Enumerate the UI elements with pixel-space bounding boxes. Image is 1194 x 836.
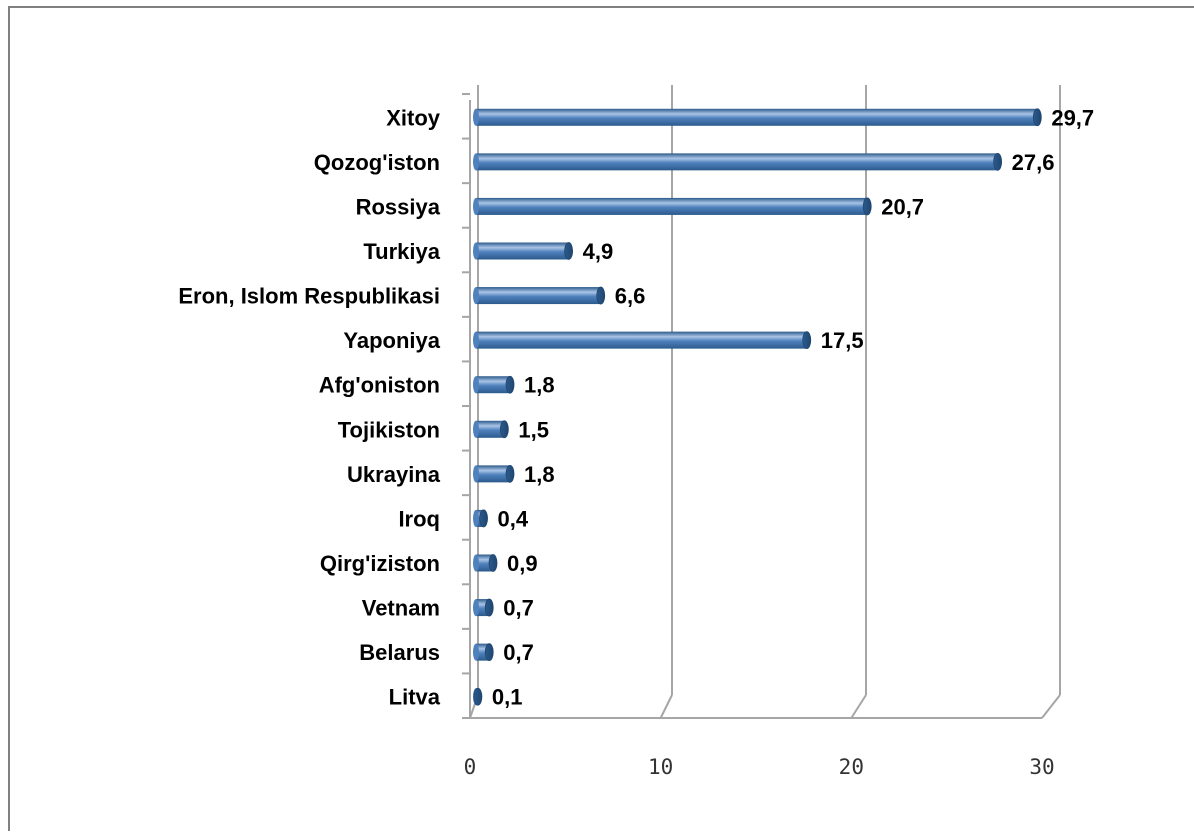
data-label: 20,7 [881, 194, 924, 219]
bar-start-cap [473, 643, 479, 661]
bar-start-cap [473, 153, 479, 171]
y-tick-label: Yaponiya [343, 328, 440, 353]
chart-border [8, 6, 1194, 836]
data-label: 1,8 [524, 462, 555, 487]
bar-end-cap [473, 687, 483, 706]
data-label: 1,5 [518, 417, 549, 442]
bar-end-cap [505, 464, 515, 483]
y-tick-label: Rossiya [356, 194, 441, 219]
bar-start-cap [473, 197, 479, 215]
bar-end-cap [1032, 108, 1042, 127]
x-tick-label: 20 [839, 755, 864, 779]
bar [476, 331, 807, 349]
data-label: 0,7 [503, 596, 534, 621]
bar-start-cap [473, 465, 479, 483]
bar-end-cap [802, 331, 812, 350]
data-label: 1,8 [524, 373, 555, 398]
bar [476, 420, 505, 438]
bar-start-cap [473, 376, 479, 394]
bar [476, 465, 511, 483]
labels-layer: 0 10 20 30 Xitoy 29,7 Qozog'iston 27,6 Rossiya 20… [178, 105, 1094, 779]
y-tick-label: Qozog'iston [314, 150, 440, 175]
bar [476, 108, 1038, 126]
bar-end-cap [499, 420, 509, 439]
data-label: 0,9 [507, 551, 538, 576]
bar-end-cap [564, 242, 574, 260]
bar-end-cap [488, 554, 498, 572]
data-label: 0,4 [498, 506, 529, 531]
bar-start-cap [473, 599, 479, 617]
y-tick-label: Litva [389, 685, 441, 710]
bar-end-cap [484, 598, 494, 617]
x-tick-label: 10 [648, 755, 673, 779]
floor-gridline [659, 694, 673, 719]
data-label: 29,7 [1051, 105, 1094, 130]
data-label: 0,1 [492, 685, 523, 710]
bar [476, 287, 601, 305]
x-tick-label: 0 [464, 755, 477, 779]
floor-gridline [850, 694, 867, 719]
bar-start-cap [473, 509, 479, 527]
bar-start-cap [473, 420, 479, 438]
bar [476, 554, 494, 572]
bar-end-cap [993, 152, 1003, 171]
y-tick-label: Eron, Islom Respublikasi [178, 284, 440, 309]
bar-end-cap [505, 375, 515, 394]
y-tick-label: Belarus [359, 640, 440, 665]
bar [476, 376, 511, 394]
y-tick-label: Vetnam [362, 596, 440, 621]
y-tick-label: Turkiya [363, 239, 440, 264]
bars-layer [473, 108, 1042, 706]
bar [476, 197, 868, 215]
data-label: 0,7 [503, 640, 534, 665]
bar-end-cap [484, 643, 494, 662]
y-tick-label: Ukrayina [347, 462, 441, 487]
y-tick-label: Qirg'iziston [320, 551, 440, 576]
bar-start-cap [473, 108, 479, 126]
bar-start-cap [473, 331, 479, 349]
y-tick-label: Tojikiston [338, 417, 440, 442]
bar-end-cap [479, 509, 488, 528]
data-label: 27,6 [1012, 150, 1055, 175]
bar-start-cap [473, 242, 479, 260]
bar [476, 153, 998, 171]
bar-end-cap [596, 286, 606, 305]
y-tick-label: Iroq [398, 506, 440, 531]
bar-start-cap [473, 554, 479, 572]
data-label: 17,5 [821, 328, 864, 353]
grid-layer [462, 85, 1061, 719]
bar-start-cap [473, 287, 479, 305]
bar-end-cap [862, 197, 872, 216]
x-tick-label: 30 [1029, 755, 1054, 779]
bar [476, 242, 569, 260]
y-tick-label: Afg'oniston [319, 373, 440, 398]
data-label: 4,9 [583, 239, 614, 264]
y-tick-label: Xitoy [386, 105, 441, 130]
floor-gridline [1041, 694, 1061, 719]
data-label: 6,6 [615, 284, 646, 309]
